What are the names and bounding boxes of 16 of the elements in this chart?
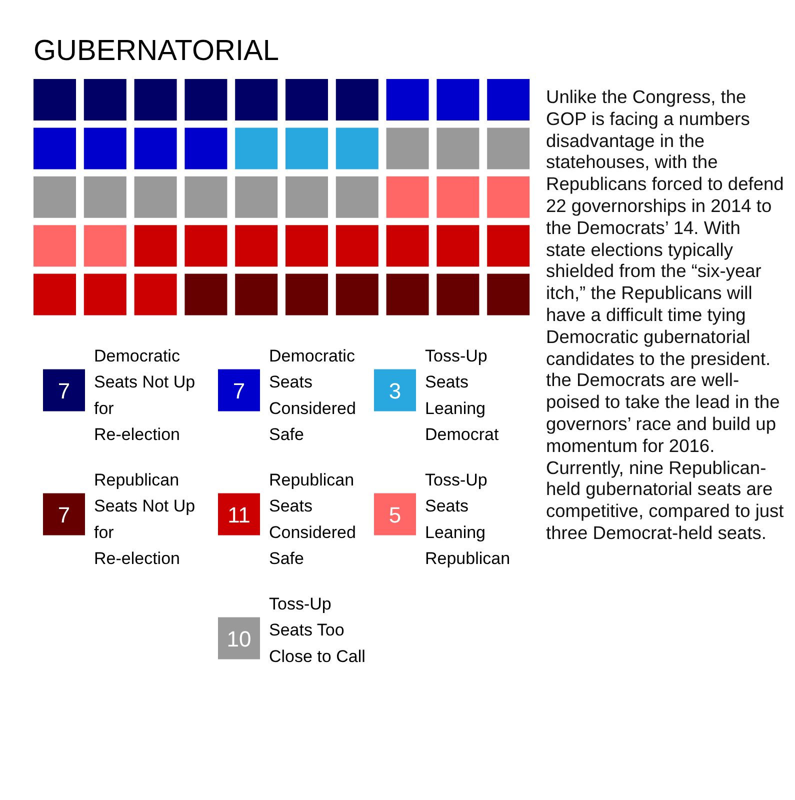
text: Unlike the Congress, the GOP is facing a numbers disadvantage in the statehouses, with the Republicans forced to defend 22 governorships in 2014 to the Democrats’ 14. With state elections typically shielded from the “six-year itch,” the Republicans will have a difficult time tying Democratic gubernatorial candidates to the president. the Democrats are well-poised to take the lead in the governors’ race and build up momentum for 2016. Currently, nine Republican-held gubernatorial seats are competitive, compared to just three Democrat-held seats.: [546, 86, 784, 543]
category-label: Toss-Up Seats Leaning Democrat: [425, 346, 499, 444]
data-label: 7: [58, 502, 70, 528]
category-label: Republican Seats Not Up for Re-election: [94, 470, 196, 568]
category-label: Toss-Up Seats Leaning Republican: [425, 470, 510, 568]
data-label: 7: [58, 378, 70, 404]
category-label: Democratic Seats Not Up for Re-election: [94, 346, 196, 444]
category-label: Toss-Up Seats Too Close to Call: [269, 594, 366, 666]
data-label: 7: [232, 378, 246, 404]
category-label: Republican Seats Considered Safe: [269, 470, 356, 568]
data-label: 11: [228, 502, 250, 528]
data-label: 3: [388, 378, 402, 404]
text: GUBERNATORIAL: [34, 35, 279, 67]
data-label: 5: [388, 502, 402, 528]
category-label: Democratic Seats Considered Safe: [269, 346, 356, 444]
data-label: 10: [226, 626, 252, 652]
